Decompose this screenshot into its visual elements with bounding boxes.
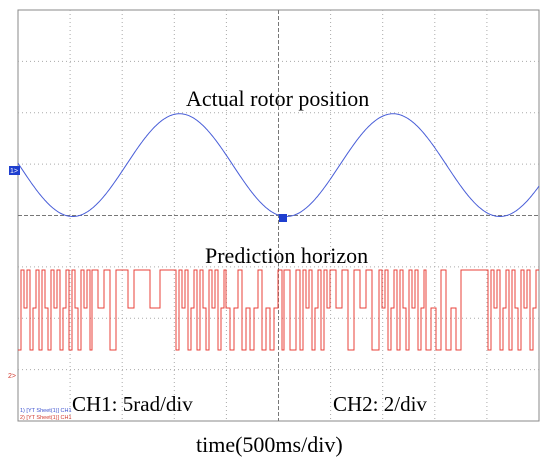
ch1-marker: 1>: [10, 168, 18, 175]
upper-title: Actual rotor position: [186, 86, 369, 111]
ch2-step-trace: [18, 269, 539, 351]
ch2-marker: 2>: [8, 373, 16, 380]
ch1-scale-label: CH1: 5rad/div: [72, 392, 193, 416]
ch1-legend-note: 1) [YT Sheet(1)] CH1: [20, 408, 72, 414]
lower-title: Prediction horizon: [205, 243, 368, 268]
x-axis-label: time(500ms/div): [196, 432, 343, 457]
chart-marks: [17, 113, 540, 351]
grid-lines: [18, 10, 539, 421]
channel-markers: 1> 2>: [8, 166, 287, 380]
trigger-marker: [279, 214, 287, 222]
grid: [17, 9, 540, 422]
ch2-scale-label: CH2: 2/div: [333, 392, 427, 416]
ch1-sine-trace: [17, 113, 540, 217]
ch1-marker-box: [9, 166, 20, 175]
ch2-legend-note: 2) [YT Sheet(1)] CH1: [20, 415, 72, 421]
annotations: Actual rotor position Prediction horizon…: [20, 86, 427, 457]
